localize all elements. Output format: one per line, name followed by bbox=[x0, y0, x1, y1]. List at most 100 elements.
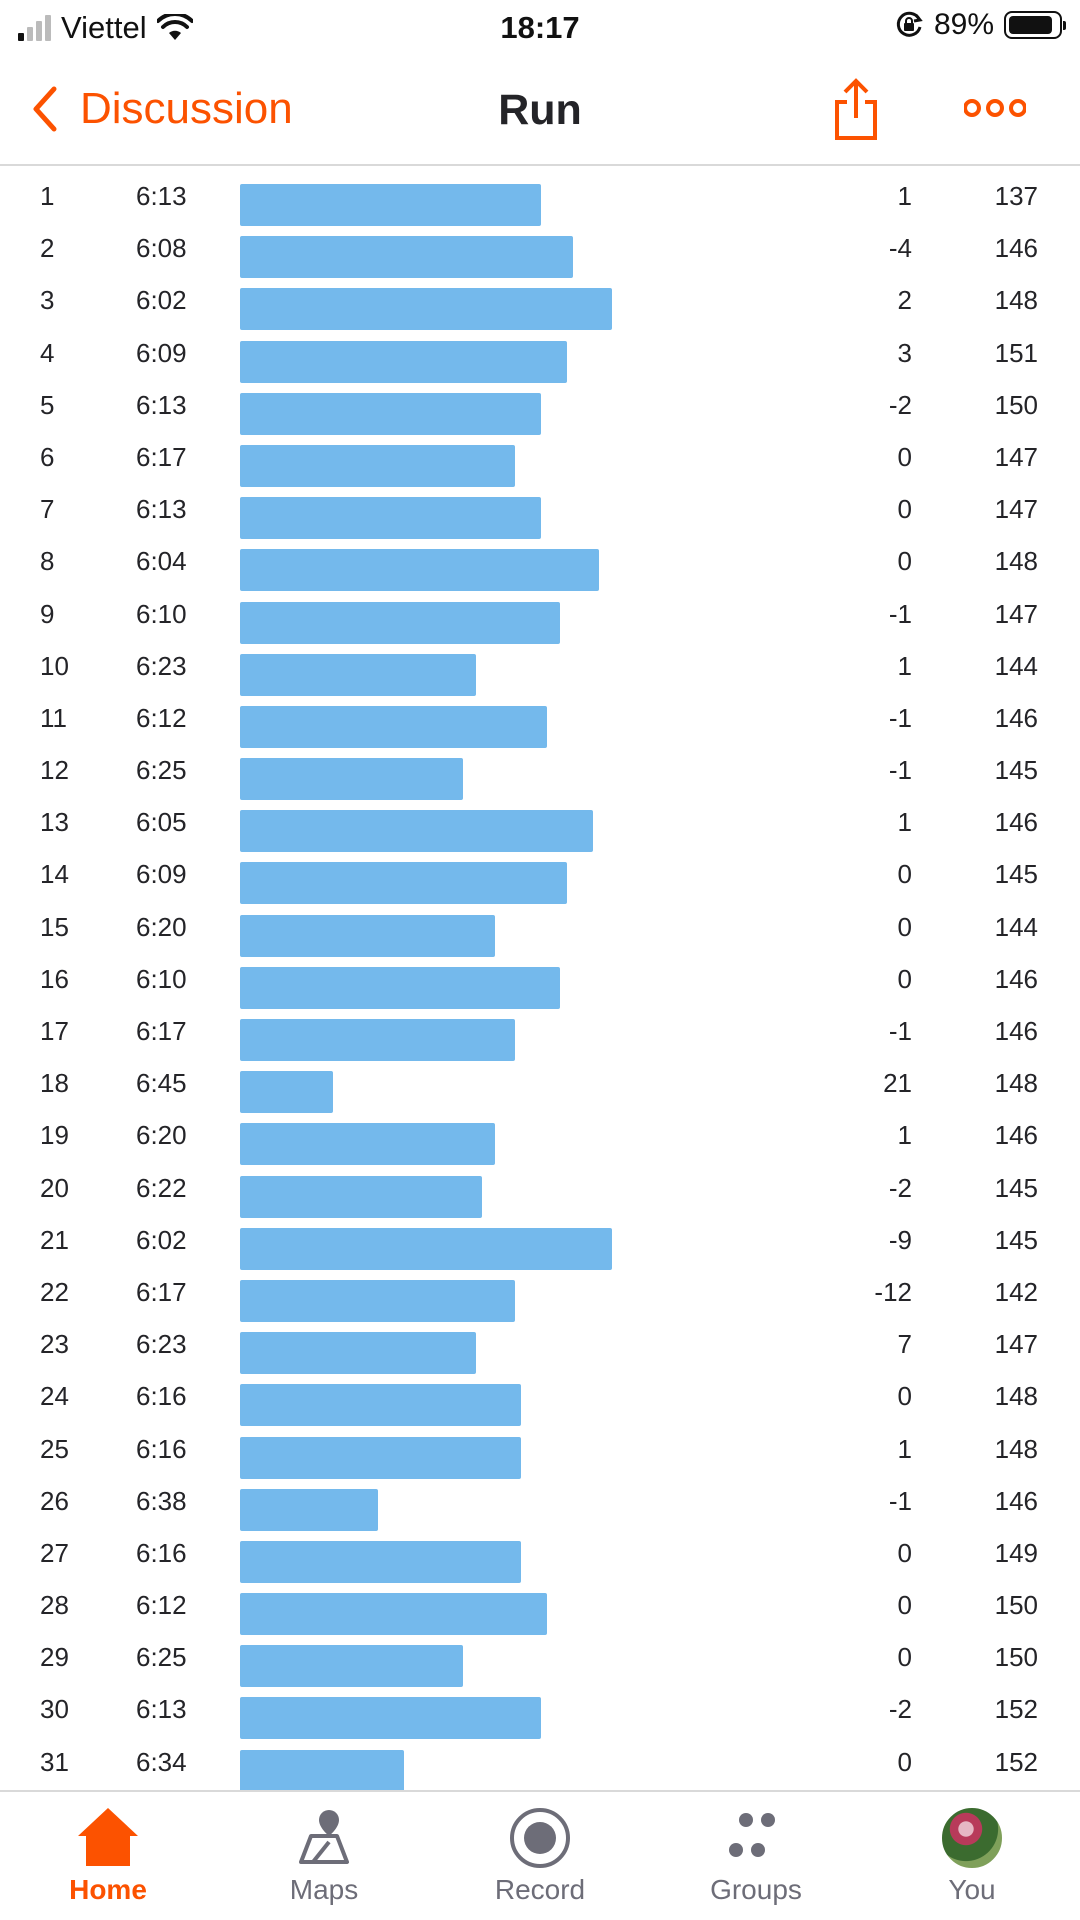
split-pace: 6:09 bbox=[136, 337, 187, 368]
split-pace: 6:17 bbox=[136, 1016, 187, 1046]
split-elevation: 1 bbox=[897, 807, 912, 838]
split-pace: 6:13 bbox=[136, 181, 187, 211]
pace-bar bbox=[240, 1123, 495, 1166]
pace-bar bbox=[240, 1436, 521, 1479]
tab-home[interactable]: Home bbox=[0, 1792, 216, 1920]
split-pace: 6:05 bbox=[136, 807, 187, 838]
back-label: Discussion bbox=[80, 84, 293, 133]
split-km: 12 bbox=[40, 755, 69, 786]
pace-bar bbox=[240, 392, 541, 435]
tab-you[interactable]: You bbox=[864, 1792, 1080, 1920]
split-km: 16 bbox=[40, 963, 69, 994]
pace-bar bbox=[240, 1332, 476, 1375]
split-km: 25 bbox=[40, 1433, 69, 1464]
pace-bar bbox=[240, 236, 573, 279]
split-km: 29 bbox=[40, 1642, 69, 1673]
avatar bbox=[940, 1806, 1004, 1870]
split-row: 4 6:09 3 151 bbox=[0, 323, 1080, 383]
pace-bar bbox=[240, 184, 541, 226]
tab-label: Groups bbox=[710, 1874, 802, 1905]
split-row: 15 6:20 0 144 bbox=[0, 897, 1080, 957]
pace-bar bbox=[240, 1175, 482, 1218]
split-elevation: 1 bbox=[897, 1433, 912, 1464]
split-row: 1 6:13 1 137 bbox=[0, 166, 1080, 226]
split-heart-rate: 145 bbox=[994, 859, 1038, 890]
pace-bar bbox=[240, 1540, 521, 1583]
split-km: 13 bbox=[40, 807, 69, 838]
pace-bar bbox=[240, 914, 495, 957]
pace-bar bbox=[240, 1697, 541, 1740]
tab-label: Home bbox=[69, 1874, 147, 1905]
split-heart-rate: 151 bbox=[994, 337, 1038, 368]
split-heart-rate: 148 bbox=[994, 1381, 1038, 1412]
split-pace: 6:13 bbox=[136, 494, 187, 525]
share-icon bbox=[835, 78, 877, 140]
pace-bar bbox=[240, 1019, 515, 1061]
split-elevation: 1 bbox=[897, 650, 912, 681]
split-row: 3 6:02 2 148 bbox=[0, 270, 1080, 331]
split-pace: 6:22 bbox=[136, 1172, 187, 1203]
split-pace: 6:45 bbox=[136, 1068, 187, 1099]
split-elevation: -2 bbox=[888, 1172, 912, 1203]
splits-list[interactable]: 1 6:13 1 137 2 6:08 -4 146 3 6:02 2 148 4 6:09 3 151 5 6:… bbox=[0, 166, 1080, 1790]
split-pace: 6:25 bbox=[136, 1642, 187, 1673]
split-km: 20 bbox=[40, 1172, 69, 1203]
split-heart-rate: 148 bbox=[994, 285, 1038, 316]
pace-bar bbox=[240, 1279, 515, 1322]
split-pace: 6:08 bbox=[136, 233, 187, 264]
split-row: 26 6:38 -1 146 bbox=[0, 1471, 1080, 1531]
split-km: 17 bbox=[40, 1016, 69, 1046]
pace-bar bbox=[240, 340, 567, 383]
split-km: 9 bbox=[40, 598, 55, 629]
status-right: 89% bbox=[894, 8, 1066, 42]
split-elevation: 0 bbox=[897, 1381, 912, 1412]
split-elevation: -2 bbox=[888, 389, 912, 420]
tab-record[interactable]: Record bbox=[432, 1792, 648, 1920]
split-elevation: -4 bbox=[888, 233, 912, 264]
pace-bar bbox=[240, 1384, 521, 1427]
tab-maps[interactable]: Maps bbox=[216, 1792, 432, 1920]
split-row: 24 6:16 0 148 bbox=[0, 1366, 1080, 1427]
split-row: 17 6:17 -1 146 bbox=[0, 1001, 1080, 1061]
split-km: 8 bbox=[40, 546, 55, 577]
split-row: 23 6:23 7 147 bbox=[0, 1314, 1080, 1375]
split-row: 12 6:25 -1 145 bbox=[0, 740, 1080, 801]
split-pace: 6:25 bbox=[136, 755, 187, 786]
back-button[interactable]: Discussion bbox=[30, 84, 293, 134]
split-heart-rate: 144 bbox=[994, 650, 1038, 681]
split-km: 23 bbox=[40, 1329, 69, 1360]
split-elevation: -12 bbox=[874, 1276, 912, 1307]
split-pace: 6:10 bbox=[136, 598, 187, 629]
more-options-button[interactable] bbox=[963, 96, 1027, 125]
split-km: 3 bbox=[40, 285, 55, 316]
split-pace: 6:09 bbox=[136, 859, 187, 890]
split-row: 13 6:05 1 146 bbox=[0, 792, 1080, 853]
split-elevation: 0 bbox=[897, 494, 912, 525]
split-row: 20 6:22 -2 145 bbox=[0, 1158, 1080, 1218]
split-heart-rate: 148 bbox=[994, 1433, 1038, 1464]
split-pace: 6:17 bbox=[136, 1276, 187, 1307]
split-row: 9 6:10 -1 147 bbox=[0, 584, 1080, 644]
pace-bar bbox=[240, 444, 515, 487]
split-km: 22 bbox=[40, 1276, 69, 1307]
pace-bar bbox=[240, 497, 541, 540]
more-icon bbox=[963, 99, 1027, 117]
split-km: 21 bbox=[40, 1224, 69, 1255]
split-row: 29 6:25 0 150 bbox=[0, 1627, 1080, 1688]
split-row: 7 6:13 0 147 bbox=[0, 479, 1080, 540]
tab-groups[interactable]: Groups bbox=[648, 1792, 864, 1920]
split-row: 27 6:16 0 149 bbox=[0, 1523, 1080, 1583]
split-heart-rate: 148 bbox=[994, 546, 1038, 577]
split-elevation: 21 bbox=[883, 1068, 912, 1099]
split-row: 14 6:09 0 145 bbox=[0, 844, 1080, 905]
split-heart-rate: 152 bbox=[994, 1694, 1038, 1725]
home-icon bbox=[76, 1806, 140, 1873]
share-button[interactable] bbox=[833, 78, 879, 147]
split-row: 2 6:08 -4 146 bbox=[0, 218, 1080, 279]
maps-icon bbox=[293, 1806, 355, 1873]
split-pace: 6:13 bbox=[136, 1694, 187, 1725]
pace-bar bbox=[240, 288, 612, 331]
pace-bar bbox=[240, 758, 463, 801]
split-elevation: 0 bbox=[897, 1642, 912, 1673]
split-km: 14 bbox=[40, 859, 69, 890]
